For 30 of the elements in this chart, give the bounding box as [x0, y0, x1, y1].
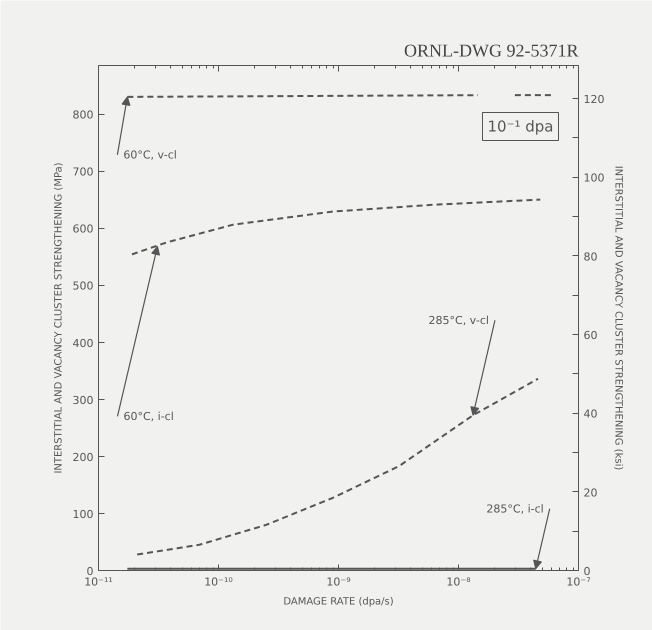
y-tick-label: 100 [72, 508, 94, 521]
chart-title: ORNL-DWG 92-5371R [404, 40, 579, 60]
y-axis-title: INTERSTITIAL AND VACANCY CLUSTER STRENGTHENING (MPa) [54, 162, 65, 474]
y2-tick-label: 80 [584, 250, 598, 264]
x-tick-label: 10⁻¹¹ [84, 576, 113, 588]
annotation: 60°C, v-cl [123, 148, 177, 162]
y-tick-label: 0 [86, 565, 94, 578]
y-tick-label: 700 [72, 166, 94, 179]
y-tick-label: 400 [72, 336, 94, 350]
y2-tick-label: 120 [584, 93, 604, 106]
x-tick-label: 10⁻⁹ [326, 576, 351, 588]
y-tick-label: 500 [72, 280, 94, 293]
x-axis-title: DAMAGE RATE (dpa/s) [283, 596, 394, 608]
y2-tick-label: 20 [584, 486, 598, 500]
y2-tick-label: 40 [584, 408, 598, 421]
y-tick-label: 600 [72, 222, 94, 236]
y2-axis-title: INTERSTITIAL AND VACANCY CLUSTER STRENGTHENING (ksi) [612, 166, 624, 470]
annotation: 285°C, v-cl [428, 314, 489, 327]
x-tick-label: 10⁻¹⁰ [204, 576, 234, 588]
x-tick-label: 10⁻⁷ [566, 576, 591, 588]
y-tick-label: 300 [72, 394, 94, 407]
y-tick-label: 200 [72, 450, 94, 464]
y2-tick-label: 100 [584, 172, 604, 185]
y-tick-label: 800 [72, 108, 94, 122]
annotation: 10⁻¹ dpa [487, 118, 554, 136]
x-tick-label: 10⁻⁸ [446, 576, 472, 588]
y2-tick-label: 60 [584, 329, 598, 342]
y2-tick-label: 0 [584, 565, 590, 578]
annotation: 285°C, i-cl [486, 502, 544, 516]
annotation: 60°C, i-cl [123, 410, 174, 423]
